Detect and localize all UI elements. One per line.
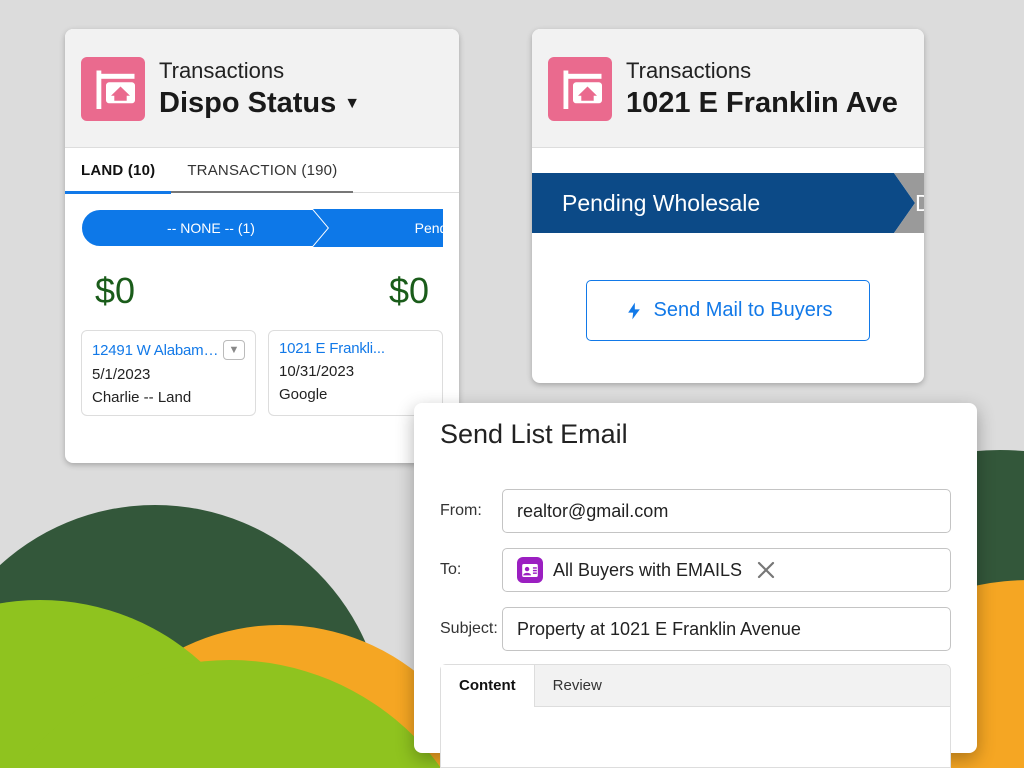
svg-text:-- NONE -- (1): -- NONE -- (1): [167, 220, 255, 236]
svg-text:Pend: Pend: [415, 220, 443, 236]
svg-text:Double C: Double C: [915, 190, 924, 216]
svg-text:Pending Wholesale: Pending Wholesale: [562, 190, 760, 216]
